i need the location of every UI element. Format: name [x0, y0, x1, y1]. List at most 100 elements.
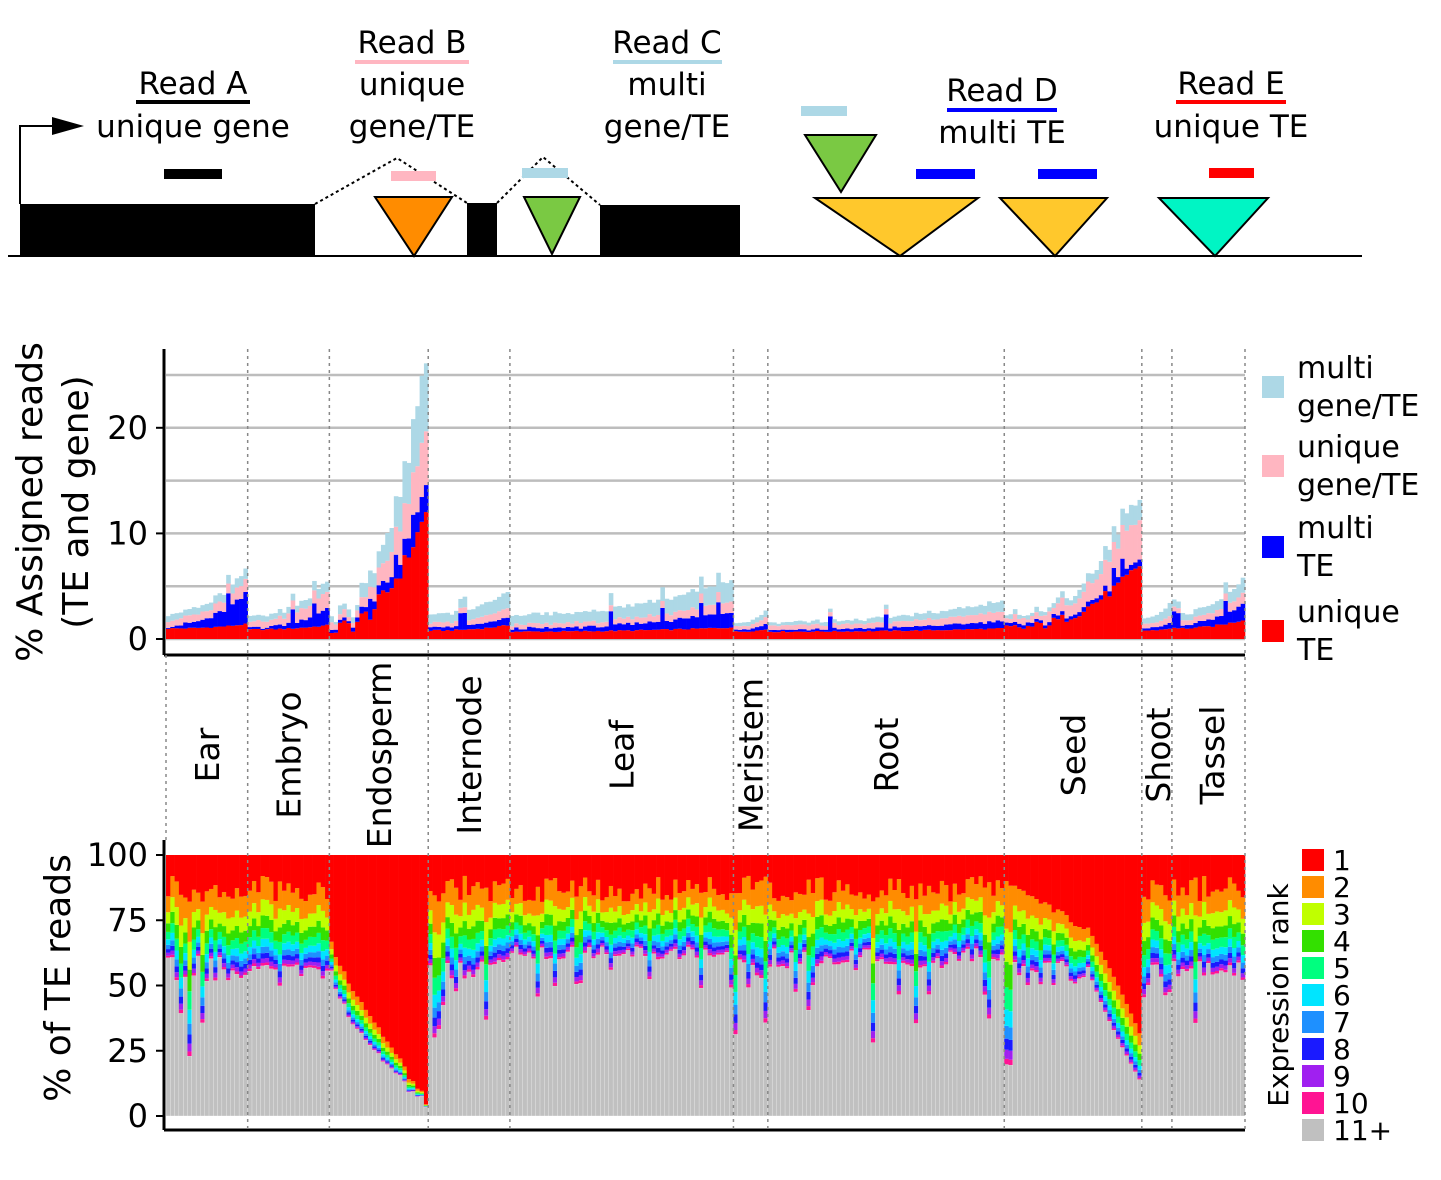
bar-unique-gene-te — [1051, 607, 1057, 614]
bar-rank-4 — [294, 921, 300, 933]
bar-rank-9 — [449, 970, 455, 976]
bar-unique-gene-te — [1098, 574, 1104, 596]
bar-multi-te — [1219, 616, 1224, 625]
bar-rank-3 — [1012, 905, 1018, 920]
bar-rank-5 — [1077, 956, 1082, 963]
bar-rank-8 — [307, 957, 313, 962]
bar-rank-10 — [449, 975, 455, 979]
bar-multi-gene-te — [264, 616, 270, 622]
bar-unique-te — [307, 627, 313, 639]
bar-multi-gene-te — [1064, 598, 1070, 606]
bar-rank-8 — [509, 945, 515, 949]
bar-rank-7 — [729, 967, 734, 975]
bar-rank-6 — [269, 942, 274, 951]
bar-rank-8 — [329, 966, 334, 969]
bar-unique-gene-te — [355, 610, 360, 618]
bar-rank-8 — [1120, 1039, 1125, 1044]
bar-rank-6 — [815, 939, 820, 948]
bar-rank-6 — [991, 940, 996, 946]
bar-rank-4 — [1021, 923, 1027, 935]
bar-rank-2 — [359, 1002, 365, 1011]
bar-unique-te — [802, 631, 807, 639]
bar-rank-10 — [862, 947, 868, 950]
bar-rank-4 — [200, 954, 205, 972]
bar-rank-6 — [1103, 996, 1108, 1001]
bar-rank-8 — [320, 965, 326, 972]
bar-rank-5 — [187, 991, 193, 1010]
bar-rank-4 — [557, 921, 562, 931]
bar-rank-9 — [913, 1013, 919, 1020]
bar-rank-5 — [565, 926, 571, 934]
bar-rank-3 — [651, 909, 657, 921]
bar-rank-8 — [183, 965, 188, 971]
bar-multi-gene-te — [527, 614, 532, 623]
bar-rank-9 — [789, 948, 794, 951]
bar-rank-7 — [1098, 991, 1104, 996]
bar-rank-1 — [243, 855, 248, 896]
bar-rank-8 — [230, 960, 236, 965]
bar-rank-3 — [763, 914, 769, 941]
bar-rank-2 — [260, 876, 266, 900]
bar-rank-6 — [251, 940, 257, 949]
bar-rank-3 — [570, 897, 575, 910]
bar-rank-9 — [191, 968, 197, 974]
bar-rank-5 — [613, 930, 618, 938]
bar-rank-1 — [363, 855, 369, 1010]
bar-rank-2 — [849, 894, 855, 910]
bar-rank-9 — [1047, 957, 1052, 961]
bar-rank-1 — [1012, 855, 1018, 886]
bar-rank-8 — [1107, 1013, 1113, 1017]
bar-unique-gene-te — [522, 624, 528, 630]
bar-multi-gene-te — [845, 619, 850, 624]
bar-rank-2 — [724, 899, 730, 914]
bar-rank-11plus — [415, 1096, 421, 1117]
bar-rank-6 — [1085, 955, 1091, 959]
bar-rank-1 — [544, 855, 549, 879]
bar-multi-gene-te — [707, 586, 713, 605]
bar-rank-5 — [1240, 945, 1246, 956]
bar-rank-4 — [312, 926, 317, 937]
te-triangle-green-nested — [803, 134, 878, 194]
bar-rank-11plus — [814, 966, 820, 1117]
bar-multi-gene-te — [681, 594, 687, 611]
bar-rank-9 — [174, 972, 180, 978]
bar-rank-4 — [1176, 931, 1181, 943]
bar-multi-te — [299, 619, 304, 628]
bar-rank-9 — [806, 999, 812, 1007]
bar-rank-4 — [1085, 945, 1091, 951]
bar-rank-9 — [368, 1042, 373, 1045]
bar-rank-10 — [737, 957, 743, 960]
bar-rank-1 — [539, 855, 545, 902]
bar-rank-8 — [1017, 963, 1022, 969]
bar-rank-11plus — [337, 998, 343, 1117]
bar-rank-6 — [574, 957, 579, 966]
bar-multi-te — [789, 629, 794, 632]
bar-rank-1 — [475, 855, 481, 883]
bar-multi-gene-te — [1124, 513, 1130, 531]
bar-rank-6 — [1184, 948, 1190, 956]
bar-rank-10 — [191, 973, 197, 976]
bar-rank-1 — [656, 855, 661, 878]
bar-rank-7 — [346, 1010, 352, 1013]
bar-rank-2 — [1017, 888, 1022, 912]
bar-rank-6 — [359, 1023, 365, 1027]
bar-rank-5 — [939, 931, 945, 942]
bar-rank-11plus — [922, 966, 928, 1117]
bar-multi-te — [565, 627, 571, 632]
bar-rank-7 — [1012, 946, 1018, 952]
bar-unique-te — [174, 628, 180, 639]
bar-unique-te — [724, 628, 730, 639]
bar-rank-7 — [638, 937, 644, 941]
bar-rank-4 — [681, 919, 687, 929]
bar-rank-3 — [634, 904, 640, 915]
bar-rank-9 — [952, 948, 958, 952]
bar-multi-gene-te — [363, 583, 369, 598]
bar-rank-7 — [1240, 962, 1246, 969]
bar-multi-te — [1042, 625, 1048, 629]
bar-unique-gene-te — [913, 619, 919, 626]
bar-multi-gene-te — [1227, 591, 1233, 603]
bar-unique-te — [282, 629, 287, 639]
bar-unique-te — [634, 630, 640, 639]
bar-rank-11plus — [862, 949, 868, 1117]
bar-rank-7 — [819, 945, 825, 952]
